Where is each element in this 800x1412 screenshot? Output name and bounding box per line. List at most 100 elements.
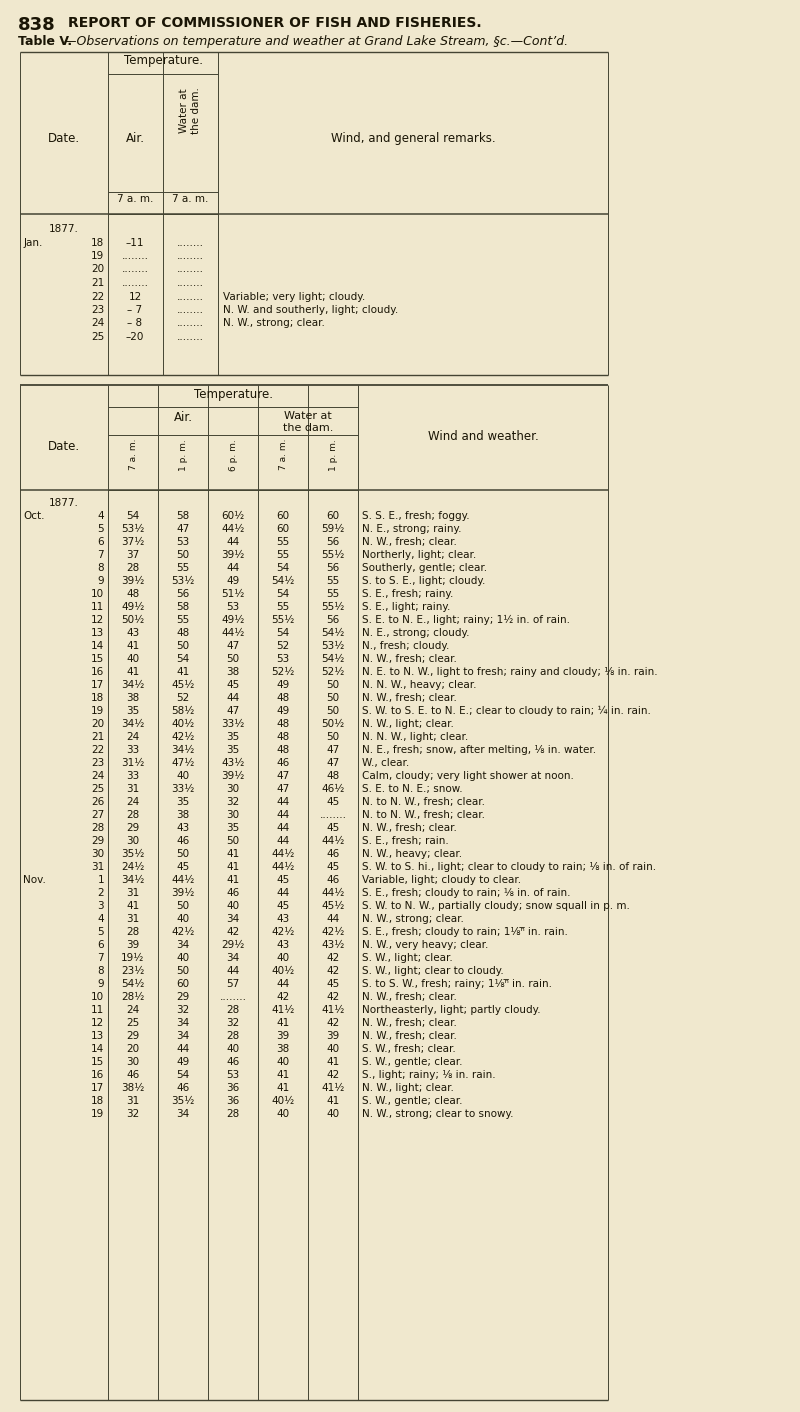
Text: Water at
the dam.: Water at the dam.	[283, 411, 333, 432]
Text: 27: 27	[90, 810, 104, 820]
Text: 55: 55	[276, 551, 290, 561]
Text: 44: 44	[176, 1043, 190, 1053]
Text: 46: 46	[226, 888, 240, 898]
Text: 45½: 45½	[322, 901, 345, 911]
Text: 57: 57	[226, 979, 240, 988]
Text: 41: 41	[126, 666, 140, 676]
Text: 1 p. m.: 1 p. m.	[329, 439, 338, 470]
Text: 46½: 46½	[322, 784, 345, 794]
Text: ........: ........	[177, 264, 203, 274]
Text: 32: 32	[226, 1018, 240, 1028]
Text: 16: 16	[90, 666, 104, 676]
Text: S. E., fresh; cloudy to rain; ⅛ in. of rain.: S. E., fresh; cloudy to rain; ⅛ in. of r…	[362, 888, 570, 898]
Text: Table V.: Table V.	[18, 35, 72, 48]
Text: 60: 60	[326, 511, 339, 521]
Text: 47: 47	[326, 758, 340, 768]
Text: 46: 46	[126, 1070, 140, 1080]
Text: 50: 50	[177, 966, 190, 976]
Text: Nov.: Nov.	[23, 875, 46, 885]
Text: 12: 12	[90, 616, 104, 626]
Text: S. E., fresh; cloudy to rain; 1⅛ⁿ̅ in. rain.: S. E., fresh; cloudy to rain; 1⅛ⁿ̅ in. r…	[362, 928, 568, 938]
Text: 53½: 53½	[122, 524, 145, 534]
Text: N. W., fresh; clear.: N. W., fresh; clear.	[362, 993, 457, 1003]
Text: 42: 42	[326, 1018, 340, 1028]
Text: 59½: 59½	[322, 524, 345, 534]
Text: 35: 35	[226, 746, 240, 755]
Text: 28: 28	[126, 928, 140, 938]
Text: 17: 17	[90, 681, 104, 690]
Text: 56: 56	[326, 616, 340, 626]
Text: 54½: 54½	[122, 979, 145, 988]
Text: 54: 54	[176, 1070, 190, 1080]
Text: 53: 53	[176, 537, 190, 546]
Text: Northerly, light; clear.: Northerly, light; clear.	[362, 551, 476, 561]
Text: 49: 49	[276, 681, 290, 690]
Text: 54½: 54½	[322, 654, 345, 664]
Text: 31½: 31½	[122, 758, 145, 768]
Text: 35: 35	[176, 796, 190, 808]
Text: 41: 41	[126, 901, 140, 911]
Text: 44: 44	[226, 537, 240, 546]
Text: 6 p. m.: 6 p. m.	[229, 439, 238, 470]
Text: 58: 58	[176, 602, 190, 611]
Text: 23: 23	[90, 305, 104, 315]
Text: 43: 43	[126, 628, 140, 638]
Text: 40½: 40½	[171, 719, 194, 729]
Text: 40: 40	[277, 1058, 290, 1067]
Text: 44½: 44½	[222, 524, 245, 534]
Text: 46: 46	[326, 875, 340, 885]
Text: 42½: 42½	[171, 928, 194, 938]
Text: 44: 44	[226, 693, 240, 703]
Text: 56: 56	[326, 563, 340, 573]
Text: 11: 11	[90, 602, 104, 611]
Text: 41: 41	[226, 875, 240, 885]
Text: 35: 35	[226, 731, 240, 741]
Text: 23½: 23½	[122, 966, 145, 976]
Text: 20: 20	[126, 1043, 139, 1053]
Text: 24: 24	[126, 1005, 140, 1015]
Text: S. to S. W., fresh; rainy; 1⅛ⁿ̅ in. rain.: S. to S. W., fresh; rainy; 1⅛ⁿ̅ in. rain…	[362, 979, 552, 988]
Text: 22: 22	[90, 291, 104, 302]
Text: 18: 18	[90, 1096, 104, 1106]
Text: N. W., fresh; clear.: N. W., fresh; clear.	[362, 537, 457, 546]
Text: 52: 52	[276, 641, 290, 651]
Text: Calm, cloudy; very light shower at noon.: Calm, cloudy; very light shower at noon.	[362, 771, 574, 781]
Text: 29: 29	[90, 836, 104, 846]
Text: 58½: 58½	[171, 706, 194, 716]
Text: 55: 55	[326, 589, 340, 599]
Text: 39½: 39½	[222, 771, 245, 781]
Text: ........: ........	[177, 305, 203, 315]
Text: 44: 44	[276, 810, 290, 820]
Text: 25: 25	[90, 332, 104, 342]
Text: 40: 40	[326, 1108, 339, 1118]
Text: 40: 40	[326, 1043, 339, 1053]
Text: 46: 46	[176, 1083, 190, 1093]
Text: 37: 37	[126, 551, 140, 561]
Text: ........: ........	[177, 251, 203, 261]
Text: 38: 38	[176, 810, 190, 820]
Text: 30: 30	[126, 836, 139, 846]
Text: 44: 44	[276, 836, 290, 846]
Text: N., fresh; cloudy.: N., fresh; cloudy.	[362, 641, 450, 651]
Text: Temperature.: Temperature.	[123, 54, 202, 66]
Text: 6: 6	[98, 537, 104, 546]
Text: 35: 35	[126, 706, 140, 716]
Text: 34: 34	[176, 1031, 190, 1041]
Text: 44½: 44½	[171, 875, 194, 885]
Text: 28: 28	[226, 1031, 240, 1041]
Text: 41: 41	[326, 1058, 340, 1067]
Text: Jan.: Jan.	[24, 237, 43, 247]
Text: 7 a. m.: 7 a. m.	[172, 193, 208, 203]
Text: 44: 44	[226, 966, 240, 976]
Text: 19½: 19½	[122, 953, 145, 963]
Text: 49: 49	[226, 576, 240, 586]
Text: 14: 14	[90, 1043, 104, 1053]
Text: ........: ........	[177, 319, 203, 329]
Text: 15: 15	[90, 1058, 104, 1067]
Text: 45½: 45½	[171, 681, 194, 690]
Text: 47½: 47½	[171, 758, 194, 768]
Text: 55: 55	[326, 576, 340, 586]
Text: 46: 46	[226, 1058, 240, 1067]
Text: 38: 38	[276, 1043, 290, 1053]
Text: 41½: 41½	[322, 1083, 345, 1093]
